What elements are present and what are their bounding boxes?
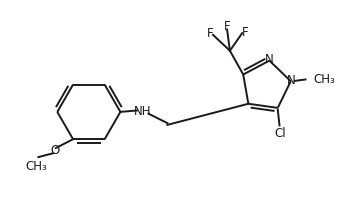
Text: CH₃: CH₃ [25, 159, 47, 172]
Text: CH₃: CH₃ [313, 73, 335, 86]
Text: N: N [287, 74, 296, 87]
Text: NH: NH [133, 104, 151, 117]
Text: N: N [265, 53, 274, 66]
Text: Cl: Cl [274, 126, 286, 139]
Text: O: O [50, 144, 59, 157]
Text: F: F [242, 25, 248, 38]
Text: F: F [207, 26, 214, 39]
Text: F: F [224, 20, 231, 33]
